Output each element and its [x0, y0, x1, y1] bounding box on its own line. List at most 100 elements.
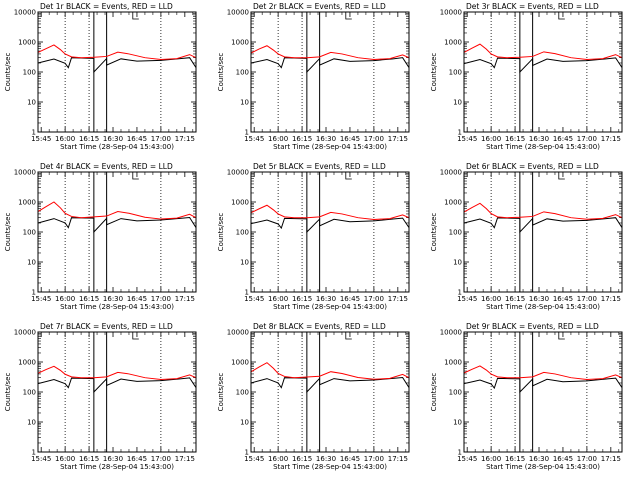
y-tick-label: 1000: [444, 359, 462, 367]
y-tick-label: 1000: [18, 199, 36, 207]
y-tick-label: 10: [453, 99, 462, 107]
x-tick-label: 16:45: [340, 295, 360, 303]
x-tick-label: 16:45: [553, 455, 573, 463]
x-tick-label: 16:30: [103, 455, 123, 463]
y-tick-label: 10000: [227, 329, 249, 337]
x-tick-label: 16:45: [553, 135, 573, 143]
lld-series-line: [37, 365, 197, 381]
bracket-marker: [558, 172, 565, 180]
x-tick-label: 16:30: [103, 135, 123, 143]
events-series-line: [463, 57, 623, 74]
chart-panel-3: Det 3r BLACK = Events, RED = LLD 1 10 100 10…: [430, 2, 623, 151]
x-tick-label: 17:00: [151, 135, 171, 143]
bracket-marker: [345, 172, 352, 180]
plot-frame: [463, 171, 623, 293]
y-tick-label: 10: [240, 99, 249, 107]
y-tick-label: 100: [449, 229, 462, 237]
y-tick-label: 1000: [231, 39, 249, 47]
chart-panel-8: Det 8r BLACK = Events, RED = LLD 1 10 100 10…: [217, 322, 410, 471]
x-tick-label: 17:15: [601, 135, 621, 143]
y-tick-label: 100: [236, 389, 249, 397]
plot-frame: [250, 171, 410, 293]
x-tick-label: 16:00: [55, 295, 75, 303]
x-tick-label: 17:15: [388, 295, 408, 303]
events-series-line: [37, 377, 197, 394]
events-series-line: [37, 216, 197, 234]
y-tick-label: 1: [32, 449, 36, 457]
x-tick-label: 17:00: [151, 295, 171, 303]
chart-panel-7: Det 7r BLACK = Events, RED = LLD 1 10 100 10…: [4, 322, 197, 471]
lld-series-line: [37, 44, 197, 61]
x-tick-label: 17:00: [577, 455, 597, 463]
chart-title: Det 3r BLACK = Events, RED = LLD: [466, 2, 599, 11]
lld-series-line: [250, 45, 410, 61]
chart-title: Det 2r BLACK = Events, RED = LLD: [253, 2, 386, 11]
y-tick-label: 10000: [227, 169, 249, 177]
x-tick-label: 16:45: [340, 455, 360, 463]
x-tick-label: 17:15: [388, 455, 408, 463]
y-tick-label: 100: [236, 69, 249, 77]
x-tick-label: 15:45: [244, 135, 264, 143]
y-tick-label: 1: [458, 449, 462, 457]
x-tick-label: 16:45: [127, 135, 147, 143]
chart-title: Det 6r BLACK = Events, RED = LLD: [466, 162, 599, 171]
y-tick-label: 100: [449, 69, 462, 77]
y-axis-title: Counts/sec: [4, 213, 12, 252]
y-tick-label: 10000: [440, 329, 462, 337]
y-tick-label: 10: [453, 259, 462, 267]
x-axis-title: Start Time (28-Sep-04 15:43:00): [486, 303, 600, 311]
x-tick-label: 16:00: [481, 295, 501, 303]
chart-panel-9: Det 9r BLACK = Events, RED = LLD 1 10 100 10…: [430, 322, 623, 471]
chart-panel-1: Det 1r BLACK = Events, RED = LLD 1 10 100 10…: [4, 2, 197, 151]
chart-panel-5: Det 5r BLACK = Events, RED = LLD 1 10 100 10…: [217, 162, 410, 311]
y-tick-label: 10000: [14, 9, 36, 17]
chart-title: Det 5r BLACK = Events, RED = LLD: [253, 162, 386, 171]
x-tick-label: 16:45: [340, 135, 360, 143]
x-tick-label: 16:30: [529, 295, 549, 303]
lld-series-line: [463, 202, 623, 220]
x-tick-label: 16:15: [292, 135, 312, 143]
x-tick-label: 17:15: [175, 295, 195, 303]
y-axis-title: Counts/sec: [430, 53, 438, 92]
lld-series-line: [463, 365, 623, 381]
bracket-marker: [558, 12, 565, 20]
x-tick-label: 15:45: [31, 455, 51, 463]
x-tick-label: 16:15: [505, 295, 525, 303]
y-tick-label: 10000: [14, 169, 36, 177]
chart-title: Det 7r BLACK = Events, RED = LLD: [40, 322, 173, 331]
bracket-marker: [345, 12, 352, 20]
bracket-marker: [132, 172, 139, 180]
events-series-line: [463, 377, 623, 394]
y-tick-label: 1: [245, 289, 249, 297]
x-tick-label: 17:00: [577, 295, 597, 303]
x-tick-label: 16:30: [103, 295, 123, 303]
y-tick-label: 100: [23, 389, 36, 397]
chart-title: Det 4r BLACK = Events, RED = LLD: [40, 162, 173, 171]
events-series-line: [250, 217, 410, 234]
plot-frame: [463, 11, 623, 133]
plot-frame: [463, 331, 623, 453]
y-tick-label: 100: [23, 229, 36, 237]
bracket-marker: [345, 332, 352, 340]
x-tick-label: 16:30: [529, 135, 549, 143]
events-series-line: [37, 57, 197, 74]
x-tick-label: 16:15: [505, 455, 525, 463]
x-tick-label: 15:45: [31, 295, 51, 303]
y-tick-label: 100: [236, 229, 249, 237]
y-tick-label: 10: [453, 419, 462, 427]
y-axis-title: Counts/sec: [4, 53, 12, 92]
x-axis-title: Start Time (28-Sep-04 15:43:00): [60, 143, 174, 151]
lld-series-line: [250, 362, 410, 380]
y-tick-label: 10000: [227, 9, 249, 17]
bracket-marker: [558, 332, 565, 340]
bracket-marker: [132, 12, 139, 20]
plot-frame: [37, 11, 197, 133]
y-tick-label: 10000: [440, 169, 462, 177]
chart-title: Det 8r BLACK = Events, RED = LLD: [253, 322, 386, 331]
x-axis-title: Start Time (28-Sep-04 15:43:00): [273, 463, 387, 471]
y-tick-label: 1: [458, 129, 462, 137]
chart-panel-4: Det 4r BLACK = Events, RED = LLD 1 10 100 10…: [4, 162, 197, 311]
y-tick-label: 10: [27, 259, 36, 267]
x-tick-label: 16:15: [79, 455, 99, 463]
x-tick-label: 15:45: [244, 455, 264, 463]
